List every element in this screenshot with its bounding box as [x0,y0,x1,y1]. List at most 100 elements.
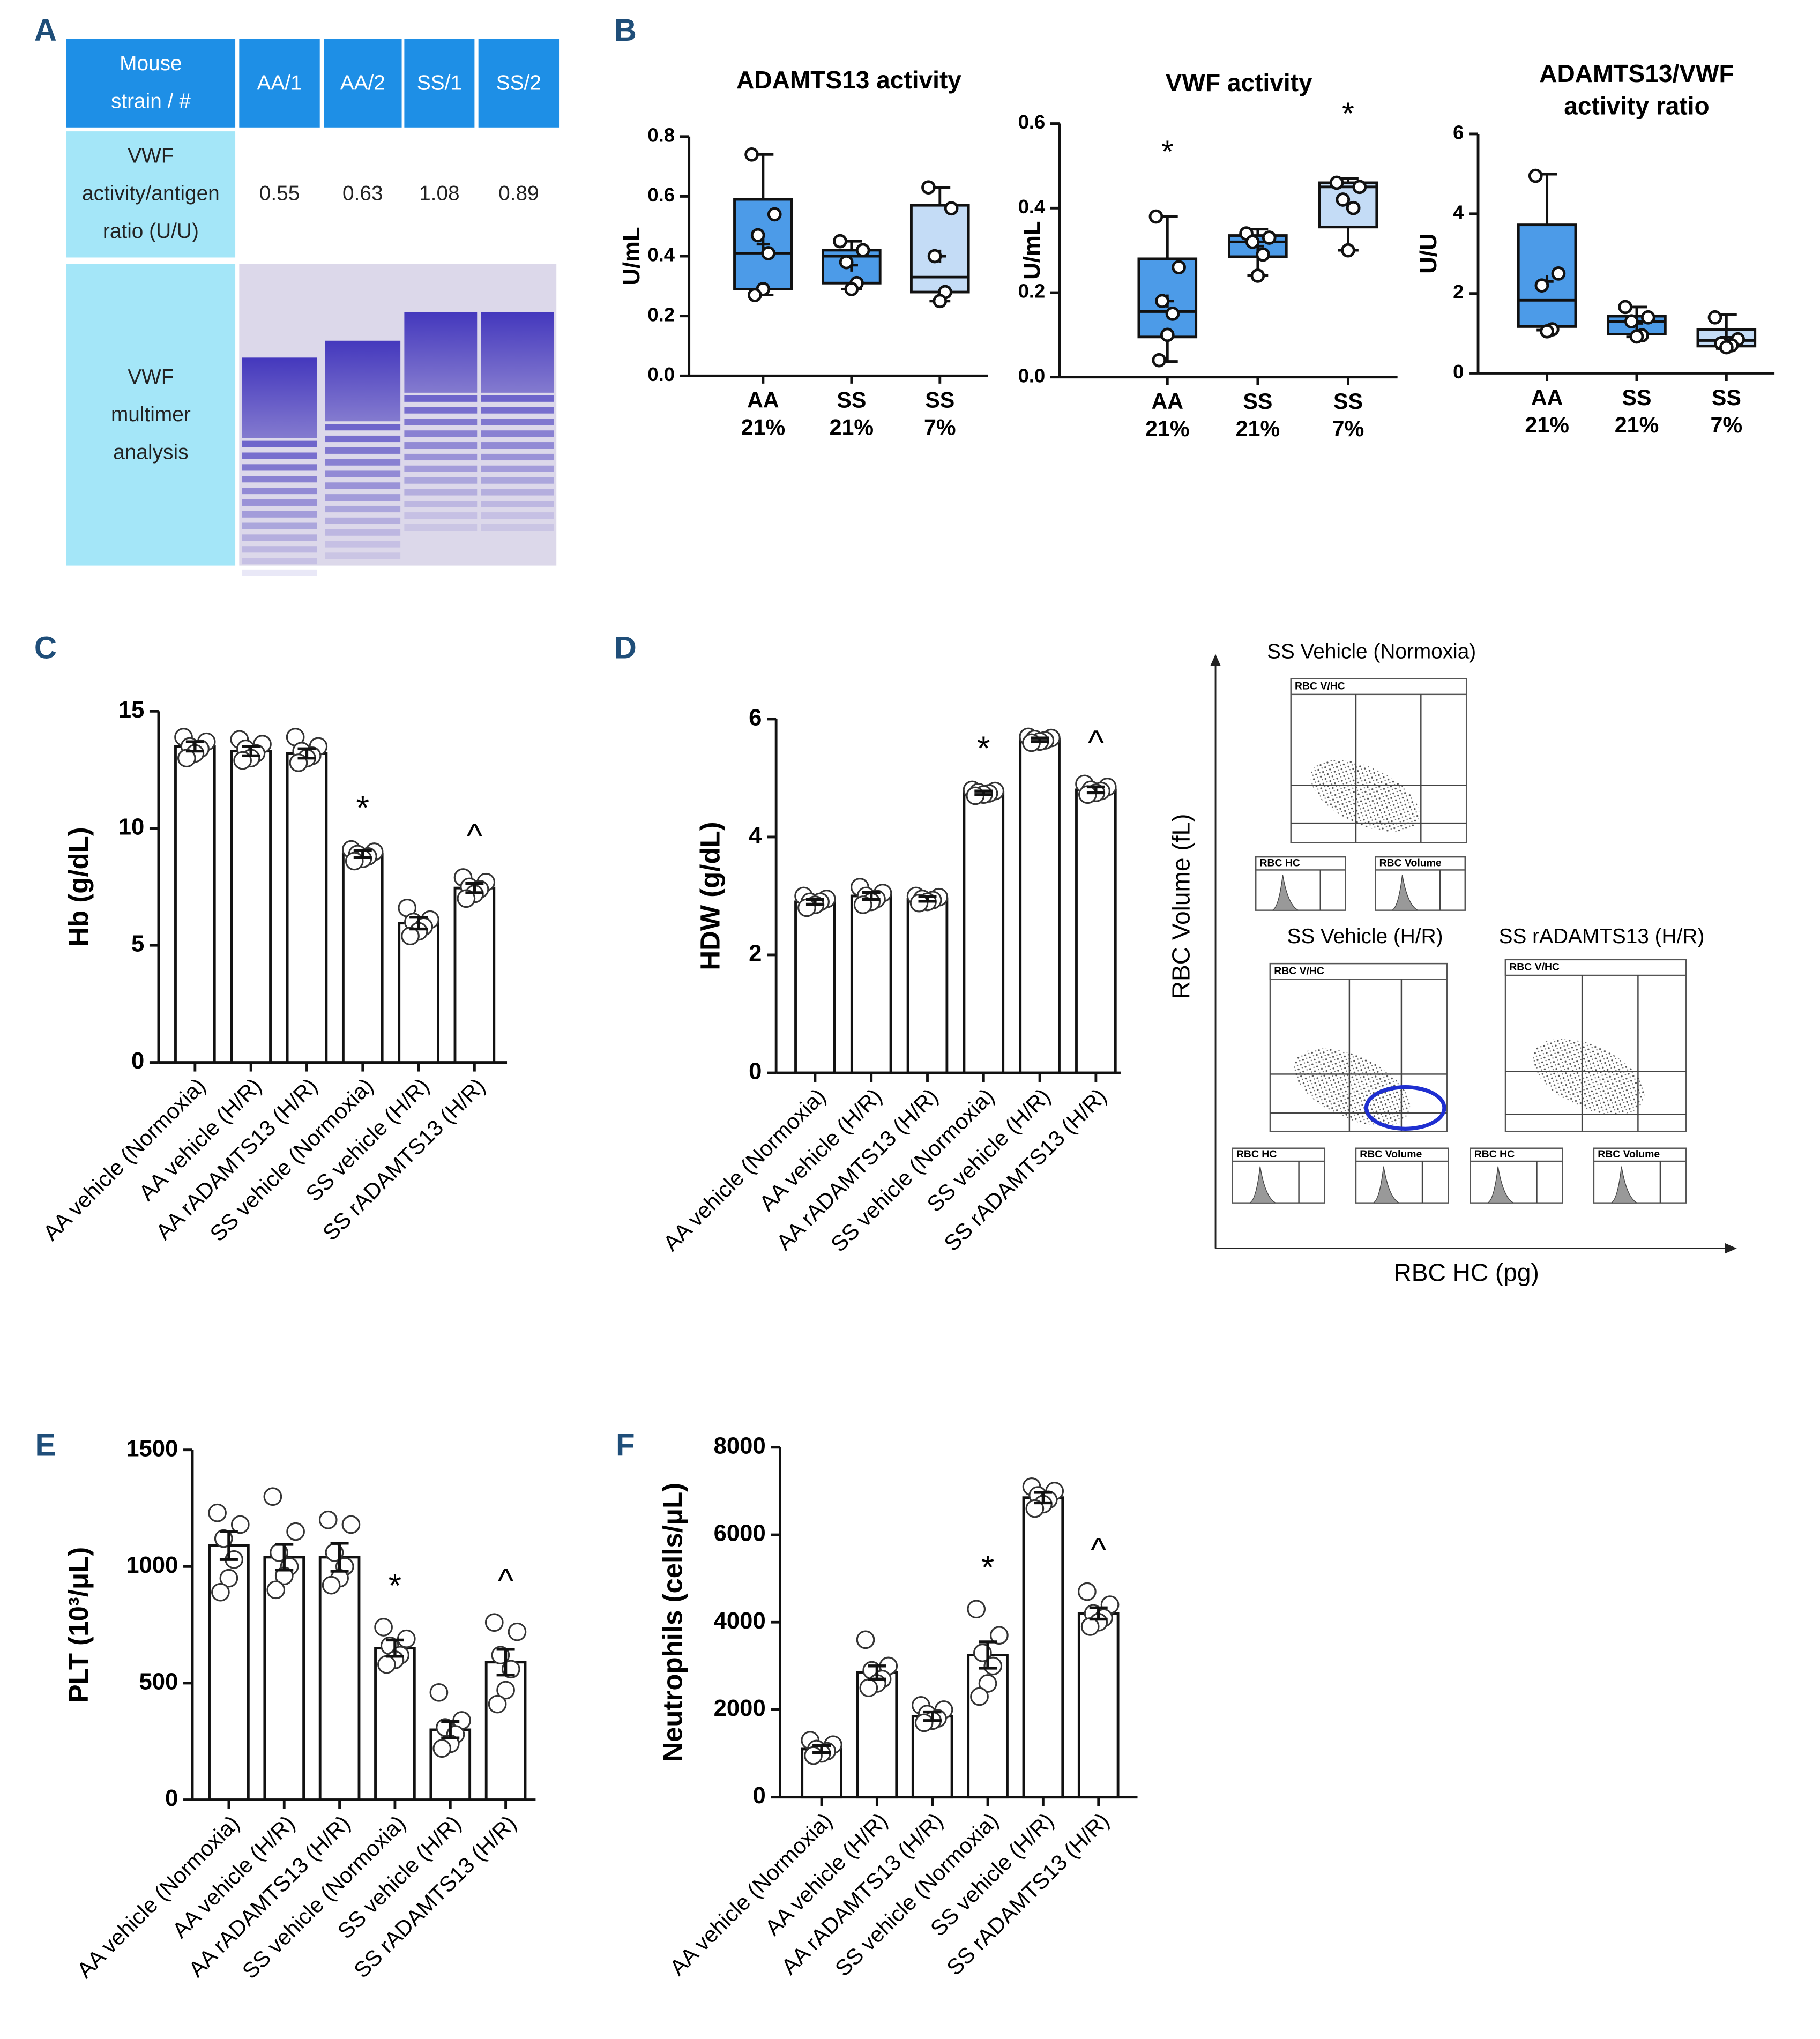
data-point [833,234,847,249]
significance-marker: ^ [498,1563,514,1600]
panel-label: A [34,13,57,48]
error-bar [275,1543,294,1572]
gel-band [325,470,401,477]
gate-label: RBC V/HC [1274,965,1324,977]
data-point [1148,209,1163,224]
error-bar [812,1744,831,1754]
y-axis-label: Hb (g/dL) [63,827,94,947]
bar [230,750,272,1064]
y-axis-label: U/U [1415,234,1442,274]
x-tick-label: 21% [1615,413,1659,437]
bar [794,900,836,1074]
gel-band [404,501,478,507]
data-point [1078,785,1097,804]
gel-band [242,569,317,577]
y-tick-label: 4000 [714,1608,766,1634]
bar [1019,738,1061,1074]
table-header: Mouse strain / # [66,39,236,128]
panel-label: B [614,13,637,48]
data-point [1629,329,1644,344]
bar [1022,1496,1064,1799]
data-point [967,1600,986,1619]
x-tick-label: SS [925,388,954,413]
data-point [1152,353,1167,368]
chart-title: ADAMTS13/VWF [1539,59,1734,87]
data-point [1528,168,1543,183]
data-point [1618,300,1632,315]
panel-label: D [614,631,637,666]
panel-label: C [34,631,57,666]
data-point [263,1487,282,1506]
chart-title: activity ratio [1564,92,1709,120]
data-point [933,294,948,309]
x-tick-label: 21% [1525,413,1569,437]
error-bar [409,916,428,931]
gel-band [325,447,401,454]
gel-band [481,407,554,414]
panel-label: E [35,1428,56,1462]
data-point [909,893,929,913]
gate-label: RBC V/HC [1509,961,1560,973]
gel [242,312,554,577]
histogram-header [1470,1147,1563,1162]
flow-title: SS Vehicle (Normoxia) [1267,640,1476,663]
error-bar [1089,1606,1108,1621]
y-tick-label: 0 [165,1785,178,1811]
table-cell: 0.55 [259,183,300,206]
data-point [484,1613,504,1632]
y-tick-label: 0 [1453,361,1464,383]
y-axis-label: PLT (10³/μL) [63,1547,94,1703]
gel-band [404,430,478,437]
data-point [1172,260,1186,275]
error-bar [1031,736,1049,743]
data-point [345,852,364,871]
error-bar [219,1530,238,1561]
x-tick-label: AA [1531,385,1563,410]
x-tick-label: 21% [1145,416,1190,441]
data-point [219,1569,238,1588]
data-point [1025,1499,1045,1518]
bar [341,853,384,1064]
y-tick-label: 0.8 [647,124,675,146]
y-tick-label: 2000 [714,1695,766,1721]
gel-band [325,494,401,501]
histogram-header [1593,1147,1687,1162]
data-point [921,180,936,195]
data-point [1640,310,1655,325]
error-bar [805,898,824,906]
data-point [859,1678,878,1698]
histogram-header [1255,856,1346,871]
box [909,204,970,294]
y-tick-label: 5 [131,931,144,957]
histogram-peak [1249,1166,1276,1204]
data-point [1551,266,1566,281]
gel-band [242,440,317,447]
gel-band [481,465,554,472]
table-header: SS/1 [404,39,475,128]
histogram-header [1355,1147,1449,1162]
data-point [374,1618,393,1637]
gel-band [325,459,401,466]
data-point [208,1503,227,1522]
bar [286,752,328,1064]
histogram-label: RBC Volume [1379,857,1442,869]
gel-band [325,505,401,513]
y-tick-label: 4 [749,822,762,848]
data-point [266,1580,286,1600]
flow-plot-header [1290,678,1467,696]
data-point [1262,230,1277,245]
data-point [927,249,942,264]
gel-band [404,489,478,496]
x-tick-label: AA [747,388,779,413]
data-point [1078,1582,1097,1601]
data-point [488,1694,507,1714]
gel-band [242,476,317,483]
data-point [286,1522,305,1541]
y-tick-label: 500 [139,1668,178,1694]
x-tick-label: SS [1333,389,1363,414]
x-tick-label: 7% [1332,416,1364,441]
data-point [432,1739,452,1758]
error-bar [923,1710,942,1722]
